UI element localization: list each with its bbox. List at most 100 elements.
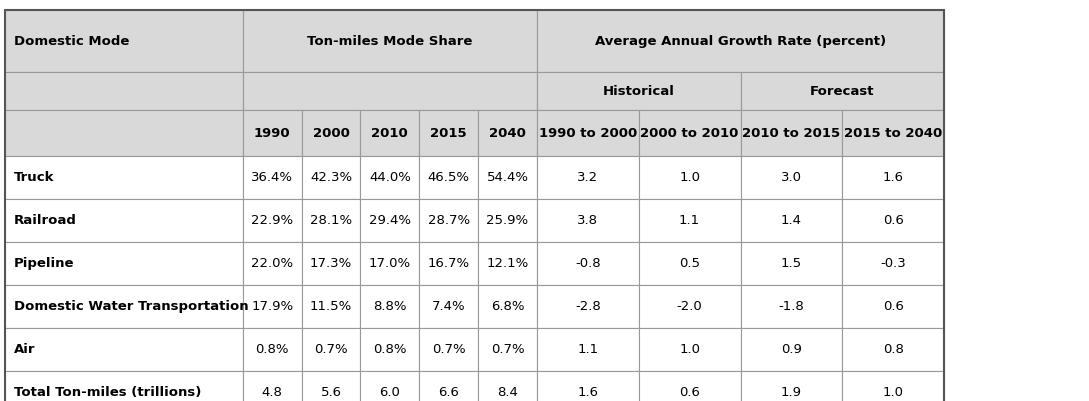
Text: Total Ton-miles (trillions): Total Ton-miles (trillions): [14, 386, 201, 399]
Bar: [478, 199, 537, 242]
Bar: [302, 371, 360, 401]
Text: 54.4%: 54.4%: [487, 171, 528, 184]
Text: 1.1: 1.1: [680, 214, 700, 227]
Bar: [638, 199, 741, 242]
Text: -0.8: -0.8: [575, 257, 601, 270]
Bar: [843, 242, 944, 285]
Bar: [243, 110, 302, 156]
Bar: [243, 72, 537, 110]
Bar: [5, 328, 243, 371]
Text: Historical: Historical: [602, 85, 675, 98]
Bar: [537, 371, 638, 401]
Bar: [478, 242, 537, 285]
Text: 1.1: 1.1: [577, 343, 598, 356]
Bar: [638, 328, 741, 371]
Text: -2.0: -2.0: [676, 300, 702, 313]
Bar: [638, 110, 741, 156]
Bar: [5, 242, 243, 285]
Bar: [419, 371, 478, 401]
Bar: [419, 110, 478, 156]
Bar: [243, 156, 302, 199]
Bar: [638, 371, 741, 401]
Bar: [5, 10, 944, 401]
Text: 44.0%: 44.0%: [369, 171, 411, 184]
Text: 0.8%: 0.8%: [256, 343, 289, 356]
Bar: [537, 110, 638, 156]
Text: 11.5%: 11.5%: [310, 300, 352, 313]
Bar: [360, 242, 419, 285]
Bar: [741, 199, 843, 242]
Bar: [360, 328, 419, 371]
Bar: [741, 328, 843, 371]
Text: 2040: 2040: [489, 127, 526, 140]
Bar: [360, 110, 419, 156]
Text: 6.8%: 6.8%: [491, 300, 524, 313]
Text: 5.6: 5.6: [320, 386, 342, 399]
Bar: [478, 371, 537, 401]
Bar: [5, 10, 243, 72]
Text: 1.9: 1.9: [781, 386, 802, 399]
Text: 46.5%: 46.5%: [428, 171, 469, 184]
Text: 0.5: 0.5: [680, 257, 700, 270]
Text: 7.4%: 7.4%: [432, 300, 465, 313]
Bar: [302, 285, 360, 328]
Bar: [537, 10, 944, 72]
Text: 1.0: 1.0: [883, 386, 904, 399]
Text: 0.6: 0.6: [680, 386, 700, 399]
Bar: [360, 285, 419, 328]
Text: 8.4: 8.4: [497, 386, 518, 399]
Text: -1.8: -1.8: [779, 300, 805, 313]
Bar: [360, 199, 419, 242]
Bar: [243, 10, 537, 72]
Bar: [419, 156, 478, 199]
Text: 0.6: 0.6: [883, 214, 904, 227]
Bar: [419, 199, 478, 242]
Text: 17.9%: 17.9%: [252, 300, 293, 313]
Text: 0.7%: 0.7%: [491, 343, 524, 356]
Text: Domestic Mode: Domestic Mode: [14, 34, 130, 48]
Bar: [360, 156, 419, 199]
Text: 2015 to 2040: 2015 to 2040: [844, 127, 942, 140]
Text: Truck: Truck: [14, 171, 54, 184]
Bar: [302, 110, 360, 156]
Text: 3.8: 3.8: [577, 214, 598, 227]
Text: 25.9%: 25.9%: [487, 214, 528, 227]
Text: 6.6: 6.6: [438, 386, 460, 399]
Bar: [5, 156, 243, 199]
Bar: [5, 199, 243, 242]
Text: Railroad: Railroad: [14, 214, 77, 227]
Text: 1.0: 1.0: [680, 343, 700, 356]
Text: 2000: 2000: [313, 127, 350, 140]
Bar: [5, 285, 243, 328]
Bar: [5, 110, 243, 156]
Text: 0.8%: 0.8%: [374, 343, 406, 356]
Text: 1.0: 1.0: [680, 171, 700, 184]
Bar: [243, 242, 302, 285]
Text: -2.8: -2.8: [575, 300, 601, 313]
Bar: [741, 72, 944, 110]
Bar: [843, 199, 944, 242]
Bar: [243, 199, 302, 242]
Bar: [843, 371, 944, 401]
Text: 1990 to 2000: 1990 to 2000: [539, 127, 637, 140]
Bar: [478, 156, 537, 199]
Text: 0.9: 0.9: [781, 343, 802, 356]
Text: 22.9%: 22.9%: [252, 214, 293, 227]
Text: Average Annual Growth Rate (percent): Average Annual Growth Rate (percent): [595, 34, 886, 48]
Text: 16.7%: 16.7%: [428, 257, 469, 270]
Bar: [5, 371, 243, 401]
Bar: [741, 371, 843, 401]
Text: Air: Air: [14, 343, 36, 356]
Bar: [741, 242, 843, 285]
Text: 17.3%: 17.3%: [310, 257, 352, 270]
Text: 28.7%: 28.7%: [428, 214, 469, 227]
Text: 3.2: 3.2: [577, 171, 598, 184]
Bar: [478, 328, 537, 371]
Text: 1990: 1990: [254, 127, 291, 140]
Bar: [843, 285, 944, 328]
Bar: [638, 156, 741, 199]
Text: 2010 to 2015: 2010 to 2015: [743, 127, 841, 140]
Bar: [478, 110, 537, 156]
Bar: [843, 156, 944, 199]
Text: 3.0: 3.0: [781, 171, 802, 184]
